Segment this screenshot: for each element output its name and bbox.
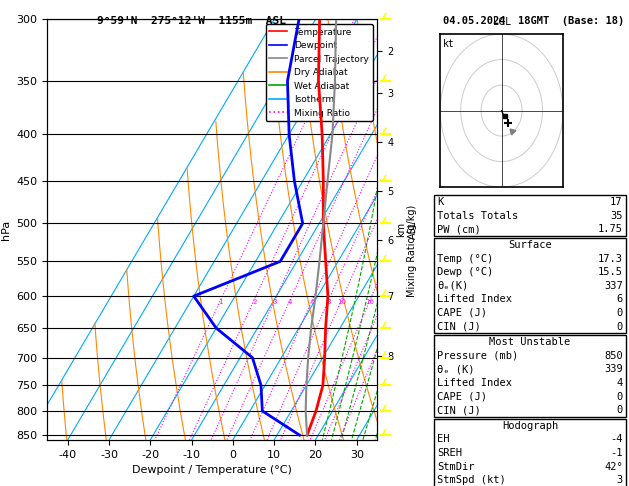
Text: 4: 4 [616,378,623,388]
Text: 17.3: 17.3 [598,254,623,263]
Text: 1: 1 [219,299,223,305]
Text: 850: 850 [604,351,623,361]
Text: 1.75: 1.75 [598,225,623,234]
Text: 0: 0 [616,405,623,415]
Text: 4: 4 [288,299,292,305]
Text: EH: EH [437,434,450,444]
Text: θₑ (K): θₑ (K) [437,364,475,374]
Text: 6: 6 [616,295,623,304]
Text: 16: 16 [365,299,375,305]
Text: K: K [437,197,443,207]
Text: Dewp (°C): Dewp (°C) [437,267,493,277]
Text: Lifted Index: Lifted Index [437,378,512,388]
Y-axis label: km
ASL: km ASL [396,221,418,239]
Text: 35: 35 [610,211,623,221]
Text: 2: 2 [252,299,257,305]
Text: Temp (°C): Temp (°C) [437,254,493,263]
Text: 3: 3 [273,299,277,305]
Text: CAPE (J): CAPE (J) [437,308,487,318]
Text: 15.5: 15.5 [598,267,623,277]
Text: Surface: Surface [508,240,552,250]
Text: Mixing Ratio (g/kg): Mixing Ratio (g/kg) [407,205,417,297]
Text: 0: 0 [616,308,623,318]
Text: θₑ(K): θₑ(K) [437,281,469,291]
Text: Hodograph: Hodograph [502,421,558,431]
Text: CIN (J): CIN (J) [437,322,481,331]
Text: LCL: LCL [493,17,511,27]
Text: 04.05.2024  18GMT  (Base: 18): 04.05.2024 18GMT (Base: 18) [443,16,625,26]
Text: PW (cm): PW (cm) [437,225,481,234]
Text: Totals Totals: Totals Totals [437,211,518,221]
Text: Lifted Index: Lifted Index [437,295,512,304]
Text: 17: 17 [610,197,623,207]
Text: StmDir: StmDir [437,462,475,471]
Text: Most Unstable: Most Unstable [489,337,571,347]
Text: kt: kt [443,38,455,49]
Text: 0: 0 [616,392,623,401]
Text: 10: 10 [337,299,347,305]
Text: © weatheronline.co.uk: © weatheronline.co.uk [451,470,574,480]
Text: -1: -1 [610,448,623,458]
Y-axis label: hPa: hPa [1,220,11,240]
Text: 337: 337 [604,281,623,291]
Text: 0: 0 [616,322,623,331]
Text: 3: 3 [616,475,623,485]
Text: CAPE (J): CAPE (J) [437,392,487,401]
Text: 8: 8 [326,299,331,305]
Text: Pressure (mb): Pressure (mb) [437,351,518,361]
Text: CIN (J): CIN (J) [437,405,481,415]
X-axis label: Dewpoint / Temperature (°C): Dewpoint / Temperature (°C) [132,465,292,475]
Text: 339: 339 [604,364,623,374]
Text: 9°59'N  275°12'W  1155m  ASL: 9°59'N 275°12'W 1155m ASL [97,16,286,26]
Text: 42°: 42° [604,462,623,471]
Text: -4: -4 [610,434,623,444]
Text: 6: 6 [310,299,314,305]
Legend: Temperature, Dewpoint, Parcel Trajectory, Dry Adiabat, Wet Adiabat, Isotherm, Mi: Temperature, Dewpoint, Parcel Trajectory… [265,24,373,122]
Text: StmSpd (kt): StmSpd (kt) [437,475,506,485]
Text: SREH: SREH [437,448,462,458]
